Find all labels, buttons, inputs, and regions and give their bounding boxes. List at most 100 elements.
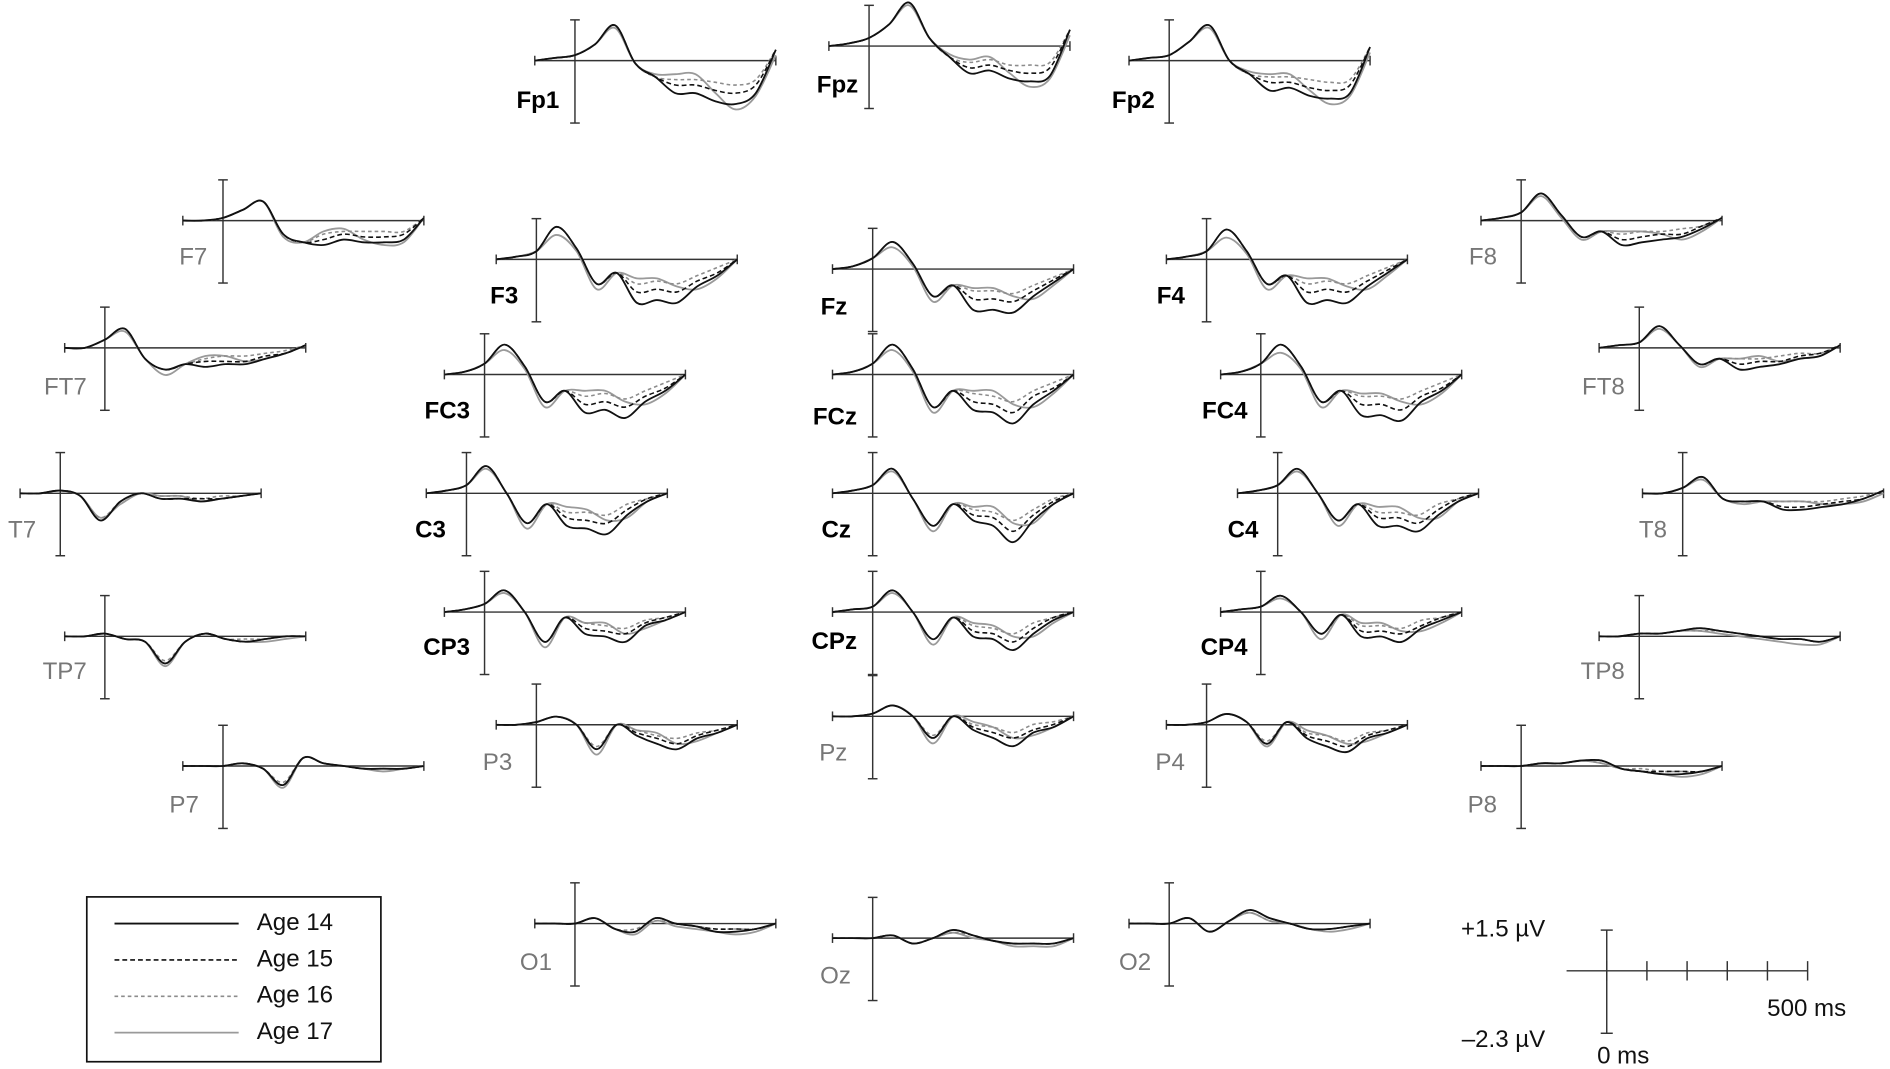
waveform [832, 470, 1074, 533]
waveform [832, 241, 1075, 315]
waveform [426, 465, 668, 536]
waveform [64, 632, 306, 665]
waveform [534, 24, 777, 95]
waveform [496, 715, 738, 748]
electrode-label: Cz [822, 516, 851, 543]
electrode-label: Pz [819, 739, 847, 766]
waveform [534, 917, 777, 934]
waveform [1220, 343, 1463, 423]
legend-box [85, 896, 382, 1063]
scale-x-label: 0 ms [1597, 1042, 1649, 1069]
waveform [1220, 597, 1463, 641]
waveform [20, 489, 262, 519]
waveform [832, 704, 1074, 748]
waveform [64, 329, 307, 376]
electrode-label: O1 [520, 949, 552, 976]
electrode-label: F3 [490, 282, 518, 309]
legend-label: Age 17 [257, 1018, 333, 1045]
electrode-label: P3 [483, 749, 512, 776]
electrode-label: FC3 [425, 397, 471, 424]
waveform [182, 755, 424, 789]
electrode-label: P7 [169, 791, 198, 818]
waveform [1237, 470, 1479, 527]
scale-y-label: +1.5 µV [1461, 915, 1545, 942]
scale-y-label: –2.3 µV [1462, 1026, 1546, 1053]
electrode-label: P8 [1468, 791, 1497, 818]
waveform [20, 489, 262, 522]
electrode-label: Fp1 [516, 87, 559, 114]
waveform [1599, 627, 1841, 643]
electrode-label: P4 [1155, 749, 1184, 776]
legend-label: Age 15 [257, 945, 333, 972]
waveform [1599, 629, 1841, 647]
waveform [1129, 909, 1371, 933]
waveform [1128, 24, 1371, 92]
waveform [444, 589, 686, 643]
waveform [182, 199, 425, 244]
electrode-label: Fz [821, 293, 848, 320]
waveform [1166, 228, 1408, 306]
waveform [496, 715, 738, 751]
electrode-label: C4 [1228, 516, 1259, 543]
waveform [832, 704, 1074, 745]
waveform [496, 715, 738, 751]
waveform [182, 756, 424, 786]
waveform [496, 225, 738, 306]
waveform [496, 234, 738, 291]
waveform [1220, 343, 1463, 411]
waveform [828, 1, 1071, 83]
electrode-label: C3 [415, 516, 446, 543]
electrode-label: T7 [8, 516, 36, 543]
waveform [1598, 325, 1841, 371]
electrode-label: TP7 [43, 658, 87, 685]
waveform [534, 26, 777, 111]
waveform [1480, 758, 1723, 776]
legend-label: Age 14 [257, 909, 333, 936]
waveform [444, 589, 686, 644]
waveform [832, 929, 1074, 945]
waveform [1237, 467, 1479, 533]
legend-label: Age 16 [257, 982, 333, 1009]
electrode-label: Fp2 [1112, 87, 1155, 114]
waveform [20, 489, 262, 519]
waveform [444, 589, 686, 643]
electrode-label: F8 [1469, 244, 1497, 271]
waveform [182, 199, 425, 247]
waveform [1166, 236, 1409, 291]
electrode-label: FCz [813, 403, 857, 430]
waveform [832, 467, 1074, 533]
waveform [1220, 594, 1463, 644]
electrode-label: FC4 [1202, 397, 1248, 424]
waveform [1128, 26, 1371, 106]
waveform [832, 589, 1074, 651]
electrode-label: FT8 [1582, 373, 1625, 400]
electrode-label: F7 [179, 244, 207, 271]
waveform [182, 756, 424, 784]
scale-x-label: 500 ms [1767, 995, 1846, 1022]
electrode-label: CPz [811, 628, 857, 655]
waveform [496, 226, 738, 286]
waveform [832, 343, 1074, 409]
electrode-label: O2 [1119, 949, 1151, 976]
waveform [832, 349, 1075, 414]
waveform [444, 343, 686, 404]
electrode-label: Oz [820, 962, 851, 989]
waveform [1166, 713, 1408, 754]
waveform [426, 467, 668, 530]
electrode-label: FT7 [44, 373, 87, 400]
waveform [1128, 23, 1371, 100]
waveform [64, 327, 307, 371]
electrode-label: F4 [1157, 282, 1186, 309]
electrode-label: CP4 [1201, 634, 1248, 661]
waveform [832, 592, 1074, 646]
waveform [832, 467, 1074, 544]
waveform [828, 1, 1071, 75]
waveform [182, 199, 425, 247]
waveform [1480, 192, 1723, 241]
electrode-label: Fpz [817, 71, 858, 98]
electrode-label: TP8 [1581, 658, 1625, 685]
waveform [444, 343, 686, 419]
waveform [832, 931, 1074, 948]
electrode-label: T8 [1639, 516, 1667, 543]
